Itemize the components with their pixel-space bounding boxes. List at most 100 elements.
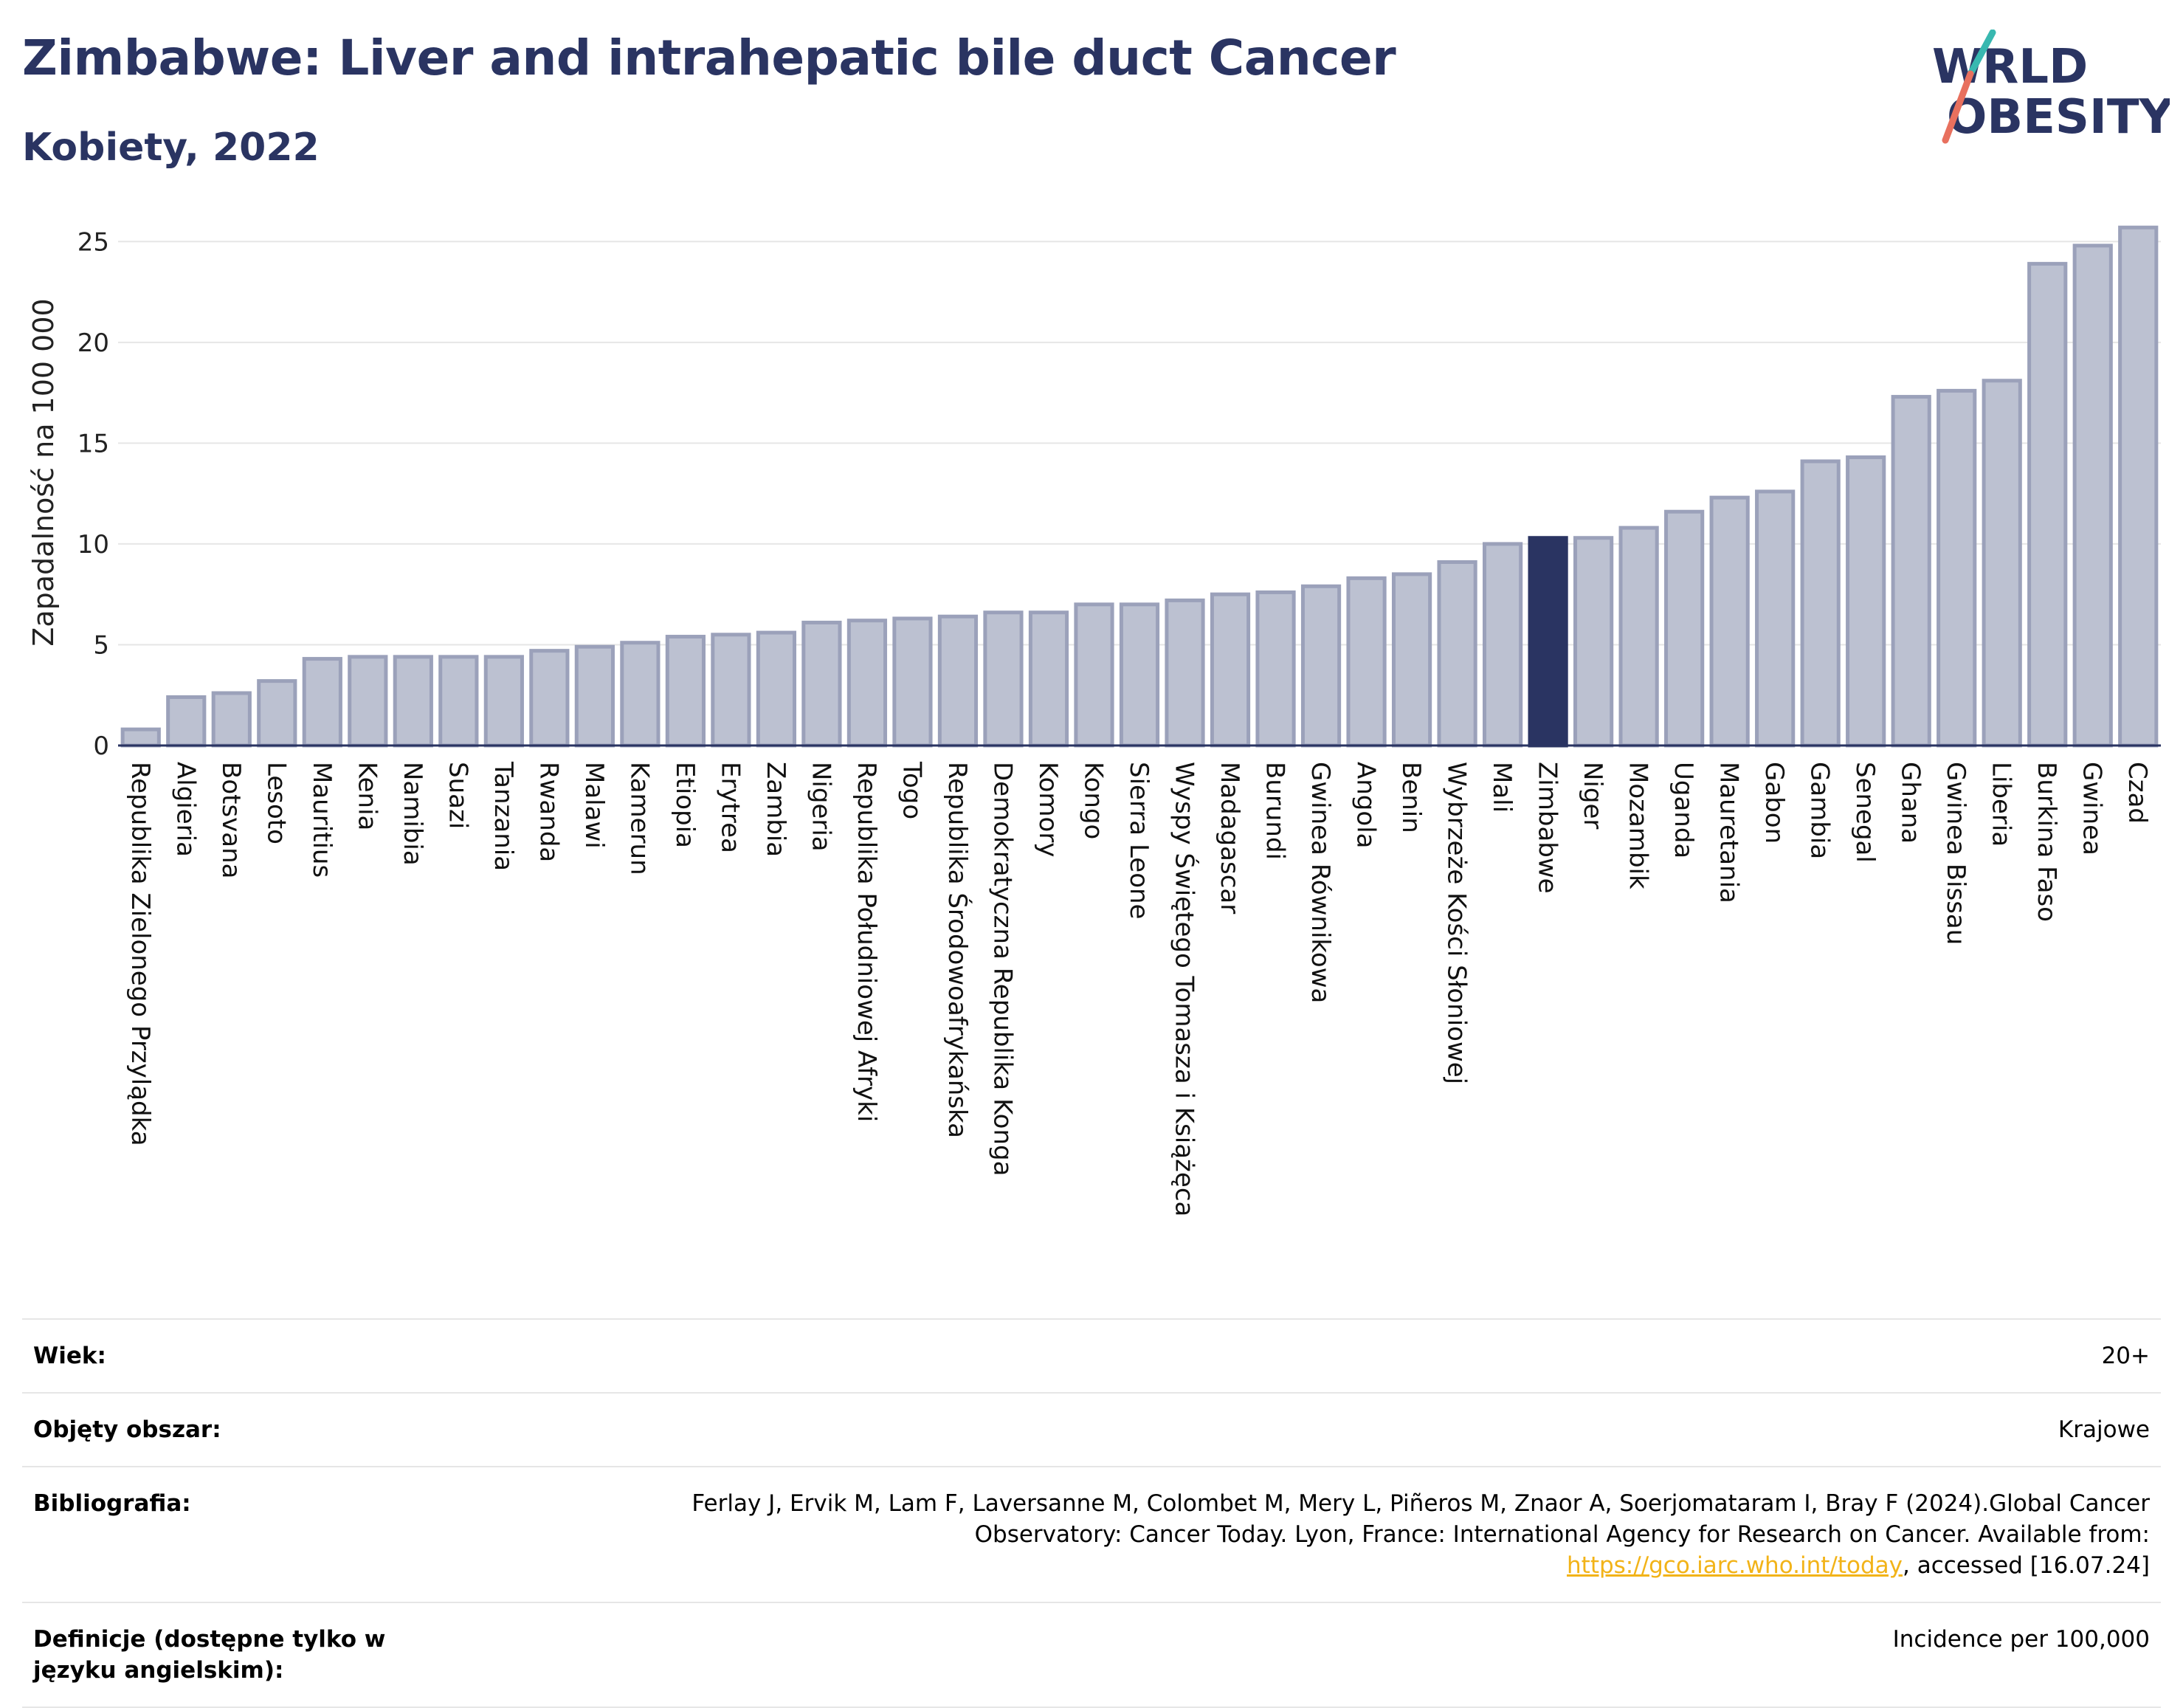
bar-gambia — [1800, 459, 1841, 748]
info-value: 20+ — [2101, 1343, 2150, 1369]
bar-wyspy-wi-tego-tomasza-i-ksi-ca — [1165, 598, 1205, 748]
bar-gwinea-bissau — [1937, 388, 1977, 748]
bar-gwinea-r-wnikowa — [1300, 584, 1342, 748]
y-tick-label: 25 — [77, 227, 109, 257]
x-tick-label: Burundi — [1261, 762, 1290, 860]
category-labels: Republika Zielonego Przylądka Algieria Bot… — [125, 761, 2152, 1216]
x-tick-label: Kongo — [1078, 762, 1108, 839]
x-tick-label: Namibia — [398, 762, 427, 866]
bar-uganda — [1664, 509, 1705, 748]
bar-nigeria — [801, 620, 842, 748]
bar-komory — [1028, 610, 1069, 748]
bar-angola — [1346, 576, 1387, 748]
info-value: Krajowe — [2058, 1416, 2150, 1443]
axes: 0 5 10 15 20 25 — [77, 227, 2161, 761]
x-tick-label: Nigeria — [806, 762, 835, 852]
source-link[interactable]: https://gco.iarc.who.int/today — [1567, 1552, 1903, 1579]
x-tick-label: Togo — [897, 761, 926, 819]
bar-namibia — [393, 655, 433, 748]
x-tick-label: Botsvana — [216, 762, 246, 879]
page-title: Zimbabwe: Liver and intrahepatic bile du… — [22, 30, 1396, 86]
x-tick-label: Ghana — [1896, 762, 1925, 844]
bar-burundi — [1255, 590, 1296, 748]
x-tick-label: Sierra Leone — [1124, 762, 1153, 919]
info-row-bibliography: Bibliografia: Ferlay J, Ervik M, Lam F, … — [22, 1466, 2161, 1602]
bar-lesoto — [257, 679, 297, 748]
x-tick-label: Mozambik — [1624, 762, 1653, 889]
bar-mali — [1482, 542, 1523, 748]
bar-chart: 0 5 10 15 20 25 Republika Zielonego Przylądka… — [27, 225, 2161, 1216]
x-tick-label: Gambia — [1805, 762, 1835, 859]
bar-niger — [1573, 536, 1614, 748]
y-tick-label: 15 — [77, 429, 109, 458]
y-tick-label: 0 — [93, 731, 109, 761]
x-tick-label: Mali — [1487, 762, 1517, 813]
info-row-definitions: Definicje (dostępne tylko w języku angie… — [22, 1602, 2161, 1708]
x-tick-label: Etiopia — [670, 762, 700, 848]
info-row-age: Wiek: 20+ — [22, 1318, 2161, 1392]
bar-demokratyczna-republika-konga — [983, 610, 1024, 748]
bar-sierra-leone — [1119, 602, 1160, 748]
x-tick-label: Lesoto — [261, 762, 291, 844]
bar-botsvana — [211, 691, 252, 748]
bar-etiopia — [665, 635, 706, 748]
bar-czad — [2118, 225, 2159, 748]
x-tick-label: Niger — [1578, 762, 1607, 829]
y-tick-label: 5 — [93, 630, 109, 660]
bar-kamerun — [620, 641, 661, 748]
bar-kongo — [1074, 602, 1114, 748]
x-tick-label: Madagascar — [1215, 762, 1244, 914]
x-tick-label: Demokratyczna Republika Konga — [987, 762, 1017, 1176]
bar-mauretania — [1709, 495, 1750, 748]
x-tick-label: Erytrea — [715, 762, 745, 853]
bar-wybrze-e-ko-ci-s-oniowej — [1437, 560, 1477, 748]
bar-gabon — [1755, 489, 1796, 748]
x-tick-label: Kamerun — [624, 762, 654, 875]
bar-republika-zielonego-przyl-dka — [120, 727, 161, 748]
y-tick-label: 20 — [77, 328, 109, 358]
x-tick-label: Mauretania — [1714, 762, 1744, 903]
bar-benin — [1391, 572, 1432, 748]
page-subtitle: Kobiety, 2022 — [22, 125, 320, 170]
x-tick-label: Gwinea — [2077, 762, 2107, 855]
x-tick-label: Mauritius — [307, 762, 337, 878]
x-tick-label: Benin — [1396, 762, 1426, 833]
info-label: Bibliografia: — [33, 1490, 191, 1517]
x-tick-label: Gabon — [1759, 762, 1789, 844]
x-tick-label: Czad — [2122, 762, 2152, 824]
bar-zambia — [756, 630, 797, 748]
x-tick-label: Tanzania — [489, 761, 518, 871]
bar-algieria — [166, 695, 207, 748]
bar-burkina-faso — [2027, 261, 2068, 748]
info-label: Objęty obszar: — [33, 1416, 221, 1443]
bibliography-suffix: , accessed [16.07.24] — [1902, 1552, 2150, 1579]
bar-kenia — [348, 655, 388, 748]
bar-republika-rodowoafryka-ska — [937, 614, 979, 748]
x-tick-label: Gwinea Bissau — [1941, 762, 1970, 945]
x-tick-label: Komory — [1033, 762, 1063, 857]
x-tick-label: Rwanda — [534, 762, 563, 862]
x-tick-label: Suazi — [443, 762, 472, 829]
info-label: Definicje (dostępne tylko w języku angie… — [33, 1626, 386, 1684]
bar-zimbabwe — [1528, 536, 1568, 748]
bar-suazi — [438, 655, 479, 748]
x-tick-label: Wyspy Świętego Tomasza i Książęca — [1170, 762, 1200, 1216]
bar-rwanda — [529, 649, 570, 748]
x-tick-label: Republika Zielonego Przylądka — [125, 762, 155, 1146]
info-table: Wiek: 20+ Objęty obszar: Krajowe Bibliog… — [22, 1318, 2161, 1708]
x-tick-label: Gwinea Równikowa — [1306, 762, 1335, 1003]
x-tick-label: Zimbabwe — [1533, 762, 1562, 894]
y-tick-label: 10 — [77, 530, 109, 559]
bar-erytrea — [711, 633, 751, 748]
bar-liberia — [1982, 379, 2022, 748]
x-tick-label: Republika Środowoafrykańska — [942, 762, 973, 1138]
info-value: Incidence per 100,000 — [1892, 1626, 2150, 1653]
bar-mauritius — [302, 657, 342, 748]
bar-malawi — [574, 644, 615, 748]
x-tick-label: Malawi — [579, 762, 609, 849]
x-tick-label: Senegal — [1850, 762, 1880, 863]
info-label: Wiek: — [33, 1343, 106, 1369]
x-tick-label: Algieria — [170, 762, 200, 857]
bar-senegal — [1846, 455, 1886, 748]
bar-tanzania — [483, 655, 524, 748]
